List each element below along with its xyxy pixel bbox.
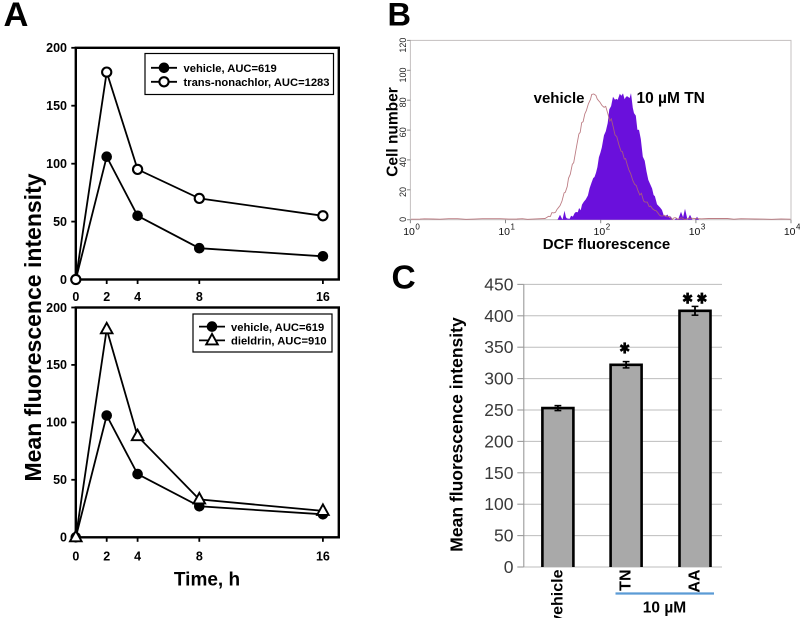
svg-text:2: 2: [606, 223, 611, 232]
svg-text:50: 50: [53, 215, 67, 229]
svg-text:200: 200: [46, 301, 67, 315]
svg-text:Time, h: Time, h: [174, 570, 240, 591]
svg-text:Mean fluorescence intensity: Mean fluorescence intensity: [447, 317, 467, 552]
svg-text:250: 250: [484, 400, 513, 420]
svg-text:16: 16: [316, 290, 330, 304]
svg-text:0: 0: [504, 557, 514, 577]
svg-text:0: 0: [60, 531, 67, 545]
svg-text:8: 8: [196, 550, 203, 564]
svg-text:120: 120: [398, 38, 408, 53]
svg-text:vehicle, AUC=619: vehicle, AUC=619: [184, 63, 277, 75]
svg-text:10: 10: [594, 226, 606, 238]
svg-text:0: 0: [60, 273, 67, 287]
svg-text:350: 350: [484, 337, 513, 357]
svg-text:16: 16: [316, 550, 330, 564]
svg-text:TN: TN: [618, 570, 635, 591]
svg-text:2: 2: [103, 550, 110, 564]
svg-text:dieldrin, AUC=910: dieldrin, AUC=910: [231, 336, 327, 348]
svg-text:DCF fluorescence: DCF fluorescence: [543, 236, 671, 253]
svg-text:150: 150: [484, 463, 513, 483]
svg-text:0: 0: [398, 217, 408, 222]
svg-text:10 µM: 10 µM: [643, 600, 686, 617]
svg-text:300: 300: [484, 369, 513, 389]
svg-text:4: 4: [796, 223, 800, 232]
svg-text:4: 4: [134, 550, 141, 564]
svg-text:150: 150: [46, 358, 67, 372]
svg-text:80: 80: [398, 97, 408, 107]
svg-text:A: A: [4, 0, 29, 34]
svg-text:2: 2: [103, 290, 110, 304]
svg-text:vehicle: vehicle: [534, 90, 585, 107]
svg-text:AA: AA: [687, 569, 704, 593]
svg-text:10 µM TN: 10 µM TN: [637, 90, 705, 107]
svg-text:450: 450: [484, 274, 513, 294]
svg-text:100: 100: [46, 416, 67, 430]
svg-text:B: B: [388, 0, 411, 33]
svg-text:40: 40: [398, 157, 408, 167]
svg-text:1: 1: [511, 223, 516, 232]
svg-text:400: 400: [484, 306, 513, 326]
svg-text:0: 0: [415, 223, 420, 232]
svg-text:0: 0: [72, 290, 79, 304]
svg-text:vehicle, AUC=619: vehicle, AUC=619: [231, 322, 324, 334]
svg-text:150: 150: [46, 99, 67, 113]
svg-text:Mean fluorescence intensity: Mean fluorescence intensity: [20, 173, 46, 481]
svg-text:100: 100: [398, 68, 408, 83]
svg-text:200: 200: [46, 41, 67, 55]
svg-text:10: 10: [689, 226, 701, 238]
svg-text:10: 10: [498, 226, 510, 238]
svg-text:20: 20: [398, 187, 408, 197]
svg-text:0: 0: [72, 550, 79, 564]
svg-text:10: 10: [403, 226, 415, 238]
svg-text:8: 8: [196, 290, 203, 304]
svg-text:vehicle: vehicle: [549, 569, 566, 618]
svg-text:trans-nonachlor, AUC=1283: trans-nonachlor, AUC=1283: [184, 77, 330, 89]
svg-text:200: 200: [484, 431, 513, 451]
svg-text:10: 10: [784, 226, 796, 238]
svg-text:C: C: [392, 260, 416, 297]
svg-text:Cell number: Cell number: [385, 87, 402, 177]
svg-text:100: 100: [484, 494, 513, 514]
svg-text:50: 50: [494, 526, 514, 546]
svg-text:60: 60: [398, 127, 408, 137]
svg-text:4: 4: [134, 290, 141, 304]
svg-text:50: 50: [53, 473, 67, 487]
svg-text:3: 3: [701, 223, 706, 232]
svg-text:100: 100: [46, 157, 67, 171]
